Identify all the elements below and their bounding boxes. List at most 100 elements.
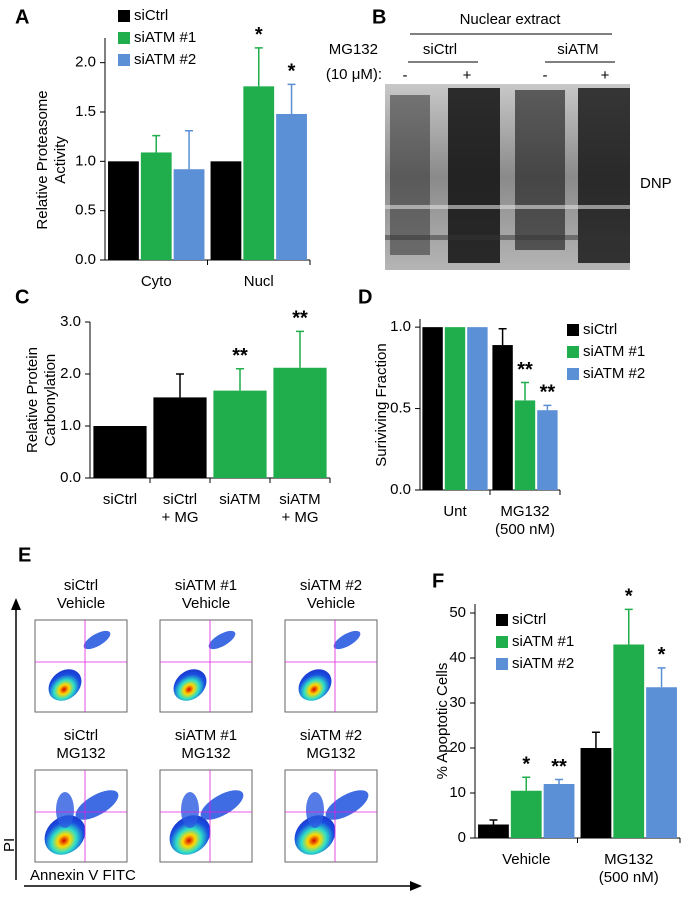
bar [140,152,172,260]
y-tick-label: 2.0 [75,54,96,71]
blot-header: Nuclear extract [460,11,562,28]
panel-letter: E [18,544,31,566]
cell-cloud [48,669,82,701]
blot-band [385,205,630,209]
legend-swatch [567,368,579,380]
bar [273,367,327,478]
x-tick-label: Unt [443,503,467,520]
y-axis-label: Relative ProteinCarbonylation [24,347,59,453]
y-tick-label: 0.0 [75,251,96,268]
blot-lane [515,90,565,250]
error-bar [624,608,633,645]
error-bar [152,134,161,153]
bar [492,345,513,490]
bar [153,397,207,478]
x-tick-label: siCtrl + MG [161,491,198,526]
blot-band [385,235,630,240]
significance-mark: ** [292,308,308,330]
bar [213,390,267,478]
y-tick-label: 1.0 [390,318,411,335]
plot-title: siATM #1 MG132 [175,727,237,762]
plot-title: siATM #2 MG132 [300,727,362,762]
bar [537,410,558,490]
bar [173,169,205,260]
bar [444,327,466,490]
cell-cloud [83,630,111,650]
group-label: siATM [557,41,598,58]
legend-swatch [496,658,508,670]
bar [478,824,509,838]
y-tick-label: 10 [449,784,466,801]
flow-plot [159,619,253,713]
error-bar [498,328,507,346]
plot-title: siCtrl MG132 [56,727,105,762]
y-tick-label: 3.0 [60,313,81,330]
plot-title: siCtrl Vehicle [57,577,105,612]
blot-lane [448,88,500,263]
significance-mark: ** [232,345,248,367]
cell-cloud [169,815,211,855]
cell-cloud [298,669,332,701]
bar [108,161,139,260]
plot-title: siATM #1 Vehicle [175,577,237,612]
x-tick-label: MG132 (500 nM) [495,503,555,538]
y-axis-label: % Apoptotic Cells [434,663,451,780]
y-tick-label: 0.5 [75,202,96,219]
legend-swatch [496,614,508,626]
error-bar [287,83,296,114]
legend-label: siCtrl [512,611,546,628]
error-bar [591,731,600,748]
bar [93,426,147,478]
y-tick-label: 30 [449,694,466,711]
significance-mark: * [288,61,296,83]
bar [580,748,612,838]
legend-swatch [567,346,579,358]
flow-plot [34,619,128,713]
blot-marker: DNP [640,175,672,192]
panel-letter: B [372,6,386,28]
significance-mark: * [522,754,530,776]
significance-mark: ** [540,382,556,404]
y-tick-label: 1.5 [75,103,96,120]
y-tick-label: 0.5 [390,400,411,417]
flow-x-label: Annexin V FITC [30,867,136,884]
error-bar [657,667,666,688]
cell-cloud [294,815,336,855]
significance-mark: * [255,24,263,46]
significance-mark: * [625,586,633,608]
y-tick-label: 40 [449,649,466,666]
bar [514,400,536,490]
legend-swatch [567,324,579,336]
significance-mark: ** [517,359,533,381]
flow-panel: E PI Annexin V FITC [1,544,422,891]
bar [422,327,443,490]
x-tick-label: Cyto [141,273,172,290]
bar [646,687,677,838]
cell-cloud [208,630,236,650]
bar [543,784,575,838]
legend-label: siATM #1 [134,29,196,46]
y-tick-label: 0.0 [390,481,411,498]
flow-plot [284,619,378,713]
x-tick-label: Nucl [244,273,274,290]
plot-title: siATM #2 Vehicle [300,577,362,612]
error-bar [254,47,263,87]
error-bar [296,330,304,368]
blot-lane [578,88,630,263]
x-tick-label: siCtrl [103,491,137,508]
legend-swatch [496,636,508,648]
cell-cloud [333,630,361,650]
panel-letter: A [15,6,29,28]
x-tick-label: Vehicle [502,851,550,868]
error-bar [543,404,552,411]
error-bar [521,381,529,401]
y-tick-label: 0 [458,829,466,846]
treatment-label: MG132 [329,41,378,58]
cell-cloud [181,792,199,828]
flow-y-label: PI [1,838,18,852]
legend-swatch [118,32,130,44]
lane-label: - [543,67,548,84]
lane-label: + [601,67,610,84]
group-label: siCtrl [423,41,457,58]
bar [467,327,488,490]
